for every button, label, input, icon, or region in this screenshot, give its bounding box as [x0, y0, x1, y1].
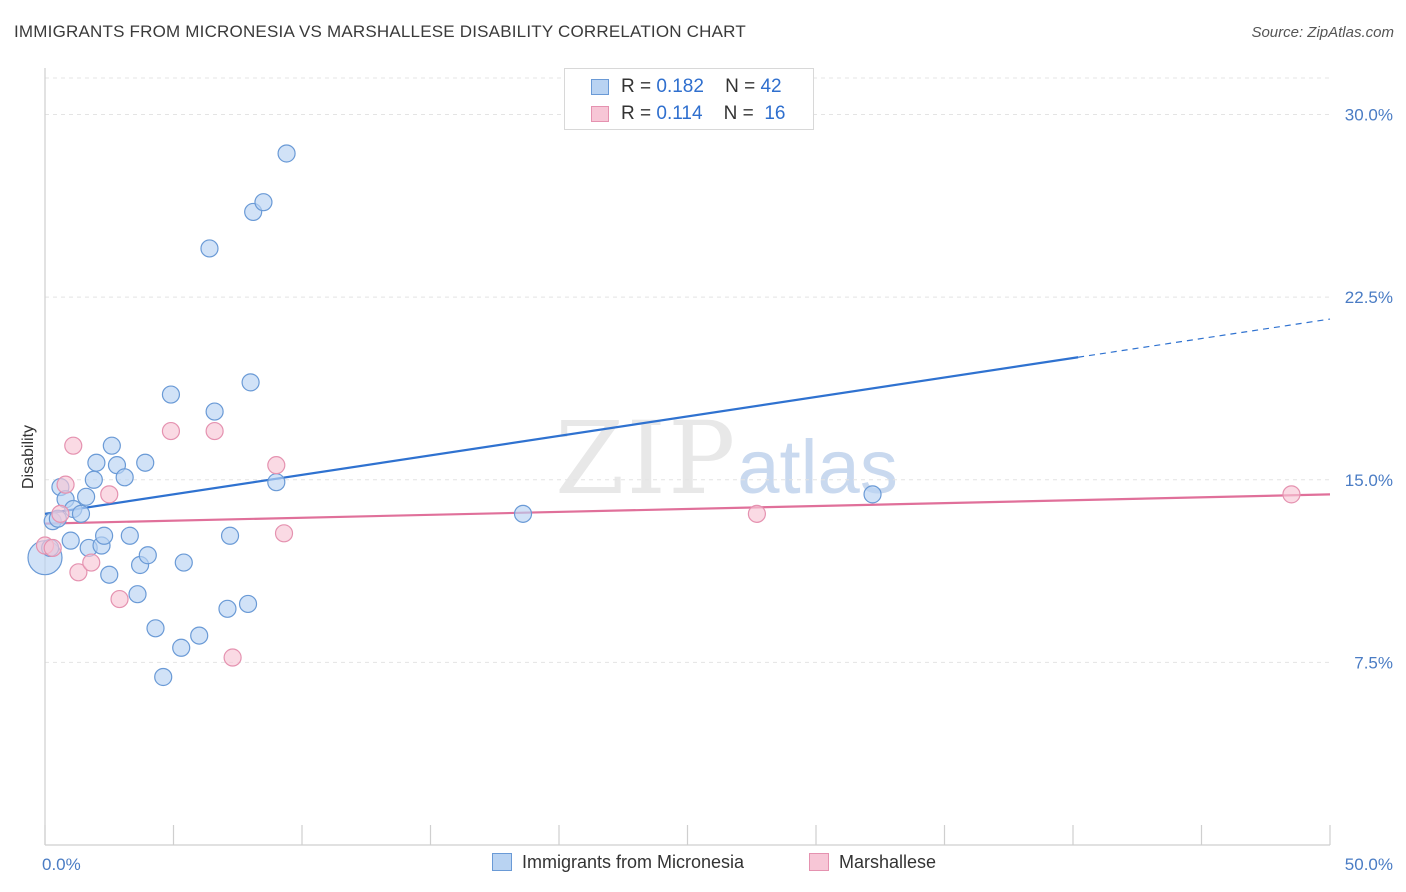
point-micronesia — [254, 193, 273, 212]
series-name-marshallese: Marshallese — [839, 852, 937, 872]
y-tick-label: 30.0% — [1345, 106, 1393, 125]
point-micronesia — [146, 619, 165, 638]
trend-line-micronesia-extension — [1078, 318, 1331, 358]
point-micronesia — [161, 385, 181, 404]
point-micronesia — [87, 453, 106, 472]
point-marshallese — [43, 538, 62, 558]
trend-line-marshallese — [44, 493, 1331, 525]
point-micronesia — [218, 599, 237, 618]
watermark-zip: ZIP — [555, 400, 738, 517]
point-marshallese — [69, 563, 88, 582]
point-micronesia — [220, 526, 240, 545]
series-swatch-pink — [809, 853, 829, 871]
y-tick-label: 7.5% — [1354, 653, 1393, 672]
legend-swatch-pink — [591, 106, 609, 122]
tick-labels: 7.5% 15.0% 22.5% 30.0% 0.0% 50.0% — [42, 106, 1393, 874]
chart-title: IMMIGRANTS FROM MICRONESIA VS MARSHALLES… — [14, 22, 746, 41]
watermark: ZIPatlas — [555, 400, 898, 517]
legend-r-value: 0.182 — [656, 76, 704, 97]
point-micronesia — [128, 585, 147, 604]
point-micronesia — [100, 565, 119, 584]
point-micronesia — [120, 526, 139, 545]
trend-line-micronesia — [44, 356, 1079, 515]
point-marshallese — [110, 589, 129, 609]
point-micronesia — [61, 531, 80, 550]
x-tick-label: 0.0% — [42, 855, 81, 874]
y-tick-label: 15.0% — [1345, 471, 1393, 490]
point-marshallese — [747, 504, 766, 523]
series-legend-micronesia: Immigrants from Micronesia — [492, 852, 744, 873]
point-micronesia — [190, 626, 209, 645]
legend-r-label: R = — [621, 103, 652, 124]
legend-r-label: R = — [621, 76, 652, 97]
correlation-legend: R = 0.182 N = 42 R = 0.114 N = 16 — [564, 68, 814, 130]
point-marshallese — [205, 421, 224, 441]
point-marshallese — [161, 421, 181, 441]
legend-n-value: 42 — [760, 76, 782, 97]
point-micronesia — [241, 373, 260, 392]
axes — [44, 68, 1331, 846]
series-swatch-blue — [492, 853, 512, 871]
point-micronesia — [174, 553, 193, 572]
point-micronesia — [102, 436, 121, 455]
grid-lines — [45, 77, 1330, 663]
point-micronesia — [77, 487, 96, 506]
point-marshallese — [274, 524, 294, 543]
legend-n-label: N = — [723, 103, 754, 124]
point-micronesia — [71, 504, 91, 523]
point-marshallese — [1282, 485, 1301, 504]
series-name-micronesia: Immigrants from Micronesia — [522, 852, 745, 872]
series-legend-marshallese: Marshallese — [809, 852, 936, 873]
point-marshallese — [267, 456, 286, 475]
legend-n-label: N = — [725, 76, 756, 97]
trend-lines — [44, 318, 1331, 525]
point-micronesia — [513, 504, 533, 523]
point-micronesia — [200, 239, 219, 258]
point-marshallese — [51, 504, 70, 523]
point-micronesia — [267, 473, 286, 492]
legend-n-value: 16 — [764, 103, 786, 124]
legend-r-value: 0.114 — [656, 103, 703, 124]
point-marshallese — [64, 436, 83, 455]
point-marshallese — [82, 553, 101, 572]
point-marshallese — [56, 475, 75, 494]
point-micronesia — [277, 144, 296, 163]
point-micronesia — [205, 402, 224, 421]
y-axis-label: Disability — [20, 425, 37, 489]
point-micronesia — [84, 470, 103, 489]
source-label: Source: ZipAtlas.com — [1251, 24, 1394, 41]
point-micronesia — [172, 638, 191, 657]
point-micronesia — [115, 468, 134, 487]
point-micronesia — [154, 667, 173, 687]
point-micronesia — [95, 526, 114, 545]
point-micronesia — [138, 546, 157, 565]
point-micronesia — [238, 594, 258, 614]
point-micronesia — [136, 453, 155, 472]
point-micronesia — [863, 485, 882, 504]
x-tick-label: 50.0% — [1345, 855, 1393, 874]
point-marshallese — [100, 485, 119, 504]
point-marshallese — [223, 648, 242, 667]
data-points — [27, 144, 1301, 687]
legend-swatch-blue — [591, 79, 609, 95]
y-tick-label: 22.5% — [1345, 288, 1393, 307]
